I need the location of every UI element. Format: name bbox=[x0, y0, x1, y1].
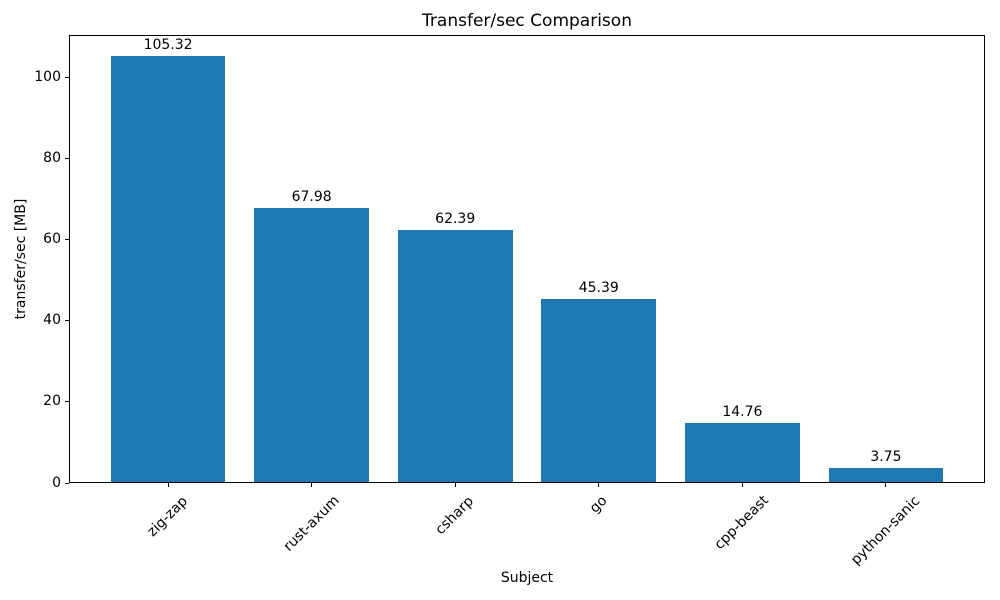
y-tick-mark bbox=[65, 401, 69, 403]
x-tick-label: zig-zap bbox=[144, 492, 192, 540]
y-tick-label: 0 bbox=[52, 474, 61, 491]
x-tick-mark bbox=[885, 483, 887, 487]
bar-value-label: 14.76 bbox=[722, 404, 763, 421]
bar bbox=[684, 423, 800, 483]
y-tick-label: 40 bbox=[43, 312, 61, 329]
y-tick-mark bbox=[65, 158, 69, 160]
x-tick-label: python-sanic bbox=[847, 492, 924, 569]
bar bbox=[254, 207, 370, 483]
y-axis-label: transfer/sec [MB] bbox=[13, 198, 29, 320]
bar-value-label: 105.32 bbox=[143, 37, 193, 54]
y-tick-mark bbox=[65, 482, 69, 484]
bar-value-label: 3.75 bbox=[870, 448, 902, 465]
x-tick-mark bbox=[454, 483, 456, 487]
x-tick-mark bbox=[167, 483, 169, 487]
x-tick-label: cpp-beast bbox=[711, 492, 773, 554]
bar bbox=[828, 467, 944, 483]
x-axis-label: Subject bbox=[500, 570, 554, 586]
x-axis-spine bbox=[69, 482, 985, 483]
bar bbox=[541, 299, 657, 483]
x-tick-mark bbox=[311, 483, 313, 487]
x-tick-label: rust-axum bbox=[280, 493, 343, 556]
x-tick-label: csharp bbox=[432, 492, 478, 538]
y-tick-mark bbox=[65, 77, 69, 79]
y-tick-label: 80 bbox=[43, 150, 61, 167]
bar bbox=[110, 56, 226, 483]
bar-value-label: 62.39 bbox=[435, 211, 476, 228]
bar bbox=[397, 230, 513, 483]
x-tick-label: go bbox=[586, 492, 611, 517]
y-tick-label: 20 bbox=[43, 393, 61, 410]
y-tick-mark bbox=[65, 239, 69, 241]
x-tick-mark bbox=[598, 483, 600, 487]
y-tick-label: 60 bbox=[43, 231, 61, 248]
bar-value-label: 67.98 bbox=[291, 188, 332, 205]
bar-value-label: 45.39 bbox=[578, 280, 619, 297]
y-tick-mark bbox=[65, 320, 69, 322]
y-tick-label: 100 bbox=[34, 69, 61, 86]
chart-title: Transfer/sec Comparison bbox=[422, 11, 632, 31]
x-tick-mark bbox=[741, 483, 743, 487]
